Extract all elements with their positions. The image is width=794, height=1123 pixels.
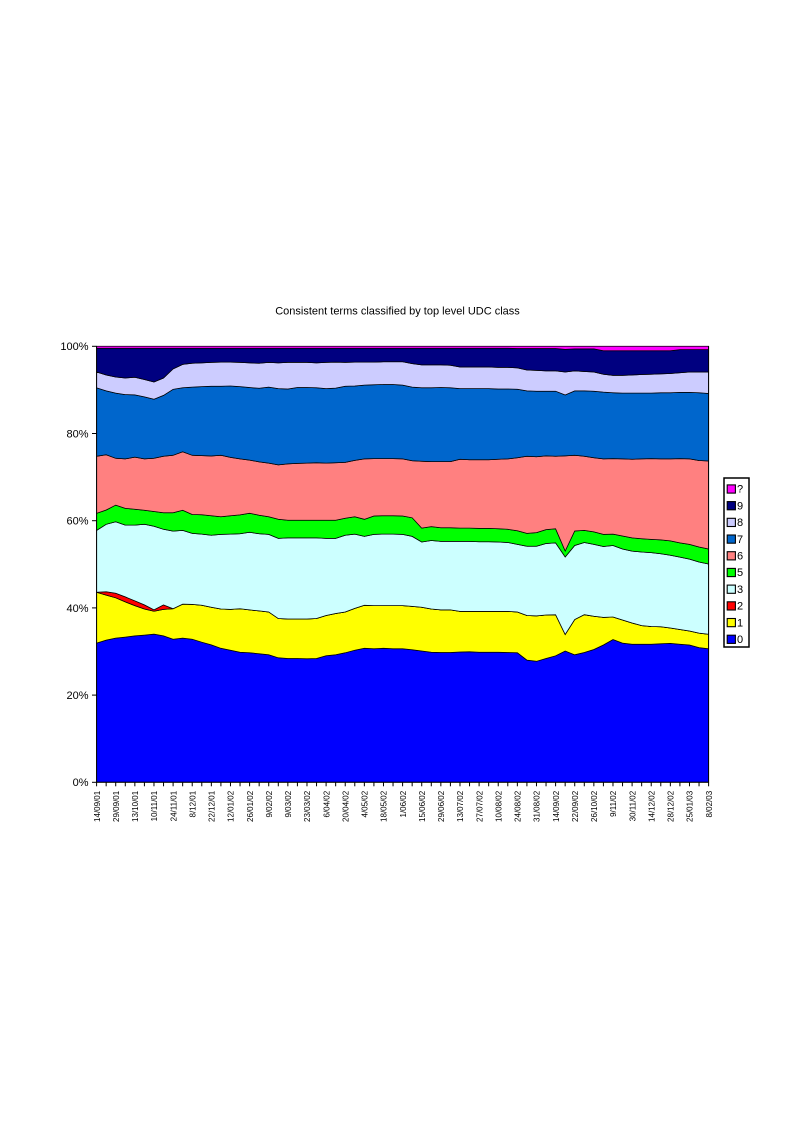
svg-text:7: 7 bbox=[737, 534, 743, 546]
svg-text:30/11/02: 30/11/02 bbox=[628, 790, 637, 821]
svg-text:22/12/01: 22/12/01 bbox=[208, 790, 217, 822]
svg-text:0: 0 bbox=[737, 634, 743, 646]
svg-text:29/06/02: 29/06/02 bbox=[437, 790, 446, 822]
svg-text:9/11/02: 9/11/02 bbox=[609, 790, 618, 817]
svg-text:14/09/02: 14/09/02 bbox=[552, 790, 561, 822]
svg-text:28/12/02: 28/12/02 bbox=[667, 790, 676, 822]
svg-text:60%: 60% bbox=[66, 516, 88, 528]
svg-text:15/06/02: 15/06/02 bbox=[418, 790, 427, 822]
svg-text:2: 2 bbox=[737, 601, 743, 613]
svg-text:?: ? bbox=[737, 484, 743, 496]
svg-text:22/09/02: 22/09/02 bbox=[571, 790, 580, 822]
svg-text:24/08/02: 24/08/02 bbox=[514, 790, 523, 822]
svg-text:80%: 80% bbox=[66, 428, 88, 440]
svg-text:40%: 40% bbox=[66, 603, 88, 615]
svg-text:8: 8 bbox=[737, 517, 743, 529]
svg-text:4/05/02: 4/05/02 bbox=[361, 790, 370, 817]
svg-text:9: 9 bbox=[737, 500, 743, 512]
svg-text:10/11/01: 10/11/01 bbox=[150, 790, 159, 821]
svg-text:14/12/02: 14/12/02 bbox=[647, 790, 656, 822]
svg-text:Consistent terms classified by: Consistent terms classified by top level… bbox=[275, 306, 520, 318]
svg-text:24/11/01: 24/11/01 bbox=[169, 790, 178, 821]
svg-text:1: 1 bbox=[737, 617, 743, 629]
svg-text:18/05/02: 18/05/02 bbox=[380, 790, 389, 822]
svg-text:13/07/02: 13/07/02 bbox=[456, 790, 465, 822]
svg-text:25/01/03: 25/01/03 bbox=[686, 790, 695, 822]
svg-text:14/09/01: 14/09/01 bbox=[93, 790, 102, 822]
svg-text:9/03/02: 9/03/02 bbox=[284, 790, 293, 817]
svg-text:9/02/02: 9/02/02 bbox=[265, 790, 274, 817]
svg-text:20/04/02: 20/04/02 bbox=[341, 790, 350, 822]
svg-text:0%: 0% bbox=[73, 777, 89, 789]
svg-text:31/08/02: 31/08/02 bbox=[533, 790, 542, 822]
svg-text:3: 3 bbox=[737, 584, 743, 596]
svg-text:26/10/02: 26/10/02 bbox=[590, 790, 599, 822]
svg-text:1/06/02: 1/06/02 bbox=[399, 790, 408, 817]
svg-text:8/02/03: 8/02/03 bbox=[705, 790, 714, 817]
svg-text:10/08/02: 10/08/02 bbox=[494, 790, 503, 822]
svg-text:6: 6 bbox=[737, 551, 743, 563]
svg-text:6/04/02: 6/04/02 bbox=[322, 790, 331, 817]
svg-text:5: 5 bbox=[737, 567, 743, 579]
svg-text:8/12/01: 8/12/01 bbox=[188, 790, 197, 817]
svg-text:100%: 100% bbox=[60, 341, 88, 353]
svg-text:13/10/01: 13/10/01 bbox=[131, 790, 140, 822]
svg-text:26/01/02: 26/01/02 bbox=[246, 790, 255, 822]
svg-text:20%: 20% bbox=[66, 690, 88, 702]
svg-text:27/07/02: 27/07/02 bbox=[475, 790, 484, 822]
svg-text:12/01/02: 12/01/02 bbox=[227, 790, 236, 822]
svg-text:29/09/01: 29/09/01 bbox=[112, 790, 121, 822]
svg-text:23/03/02: 23/03/02 bbox=[303, 790, 312, 822]
